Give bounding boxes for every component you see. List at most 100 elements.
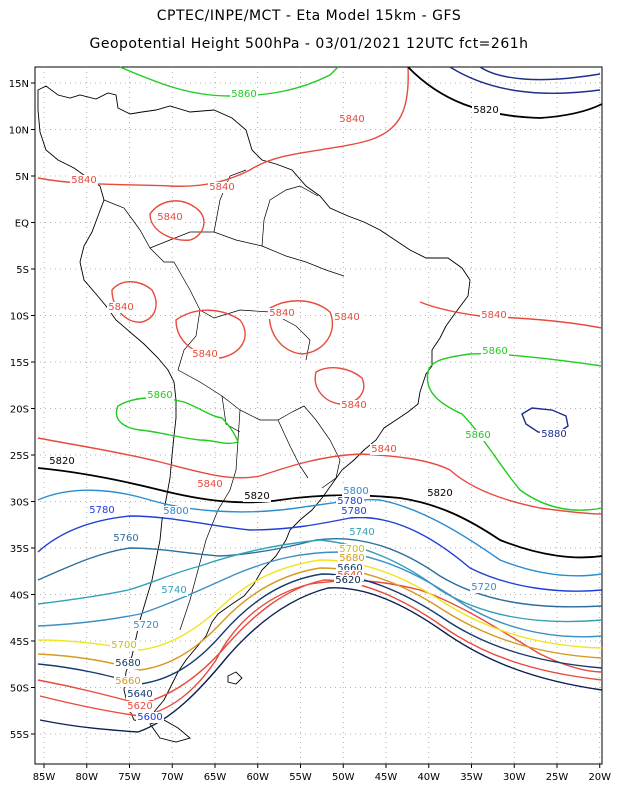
lon-tick-label: 60W xyxy=(246,772,269,783)
lon-tick-label: 85W xyxy=(33,772,56,783)
contour-label: 5820 xyxy=(49,456,74,467)
contour-label: 5840 xyxy=(481,310,506,321)
contour-label: 5620 xyxy=(335,575,360,586)
contour-label-bg xyxy=(70,175,98,186)
contour-label: 5660 xyxy=(337,563,362,574)
contour-label-bg xyxy=(338,553,366,564)
contour-label: 5840 xyxy=(157,212,182,223)
contour-label: 5640 xyxy=(127,689,152,700)
lat-tick-label: 35S xyxy=(10,544,29,555)
contour-label-bg xyxy=(370,444,398,455)
contour-line-5840 xyxy=(268,300,334,355)
lat-tick-label: 15N xyxy=(9,79,29,90)
contour-label-bg xyxy=(160,585,188,596)
axis-ticks: 85W 80W 75W 70W 65W 60W 55W 50W 45W 40W 35W 30W 25W 2… xyxy=(9,79,611,783)
contour-label: 5840 xyxy=(192,349,217,360)
contour-label: 5860 xyxy=(465,430,490,441)
contour-label: 5840 xyxy=(339,114,364,125)
lon-tick-label: 30W xyxy=(503,772,526,783)
contour-label: 5840 xyxy=(197,479,222,490)
contour-line-5840 xyxy=(149,200,205,241)
contour-label: 5840 xyxy=(71,175,96,186)
contour-line-5720 xyxy=(37,551,603,638)
contour-label: 5600 xyxy=(137,712,162,723)
contour-label: 5740 xyxy=(161,585,186,596)
border-lines xyxy=(103,169,345,631)
contour-label: 5820 xyxy=(473,105,498,116)
contour-line-5820 xyxy=(407,66,603,119)
contour-line-5880 xyxy=(521,407,569,435)
contour-line-5800 xyxy=(37,489,603,577)
lat-tick-label: 40S xyxy=(10,591,29,602)
contour-label: 5620 xyxy=(127,701,152,712)
contour-label-bg xyxy=(540,429,568,440)
contour-label-bg xyxy=(334,575,362,586)
lon-tick-label: 70W xyxy=(161,772,184,783)
contour-label-bg xyxy=(48,456,76,467)
contour-line-5820 xyxy=(37,467,603,559)
lon-tick-label: 75W xyxy=(118,772,141,783)
contour-label-bg xyxy=(340,506,368,517)
contour-label-bg xyxy=(230,89,258,100)
contour-label-bg xyxy=(126,689,154,700)
contour-label: 5740 xyxy=(349,527,374,538)
contour-label-bg xyxy=(340,400,368,411)
map-title: CPTEC/INPE/MCT - Eta Model 15km - GFS xyxy=(157,8,461,24)
lat-tick-label: 5S xyxy=(16,265,29,276)
falklands-coastline xyxy=(227,671,243,685)
lat-tick-label: EQ xyxy=(15,219,29,230)
contour-label-bg xyxy=(107,302,135,313)
contour-line-5760 xyxy=(37,537,603,608)
contour-label: 5820 xyxy=(427,488,452,499)
lat-tick-label: 45S xyxy=(10,637,29,648)
contour-line-5840 xyxy=(314,367,365,405)
lon-tick-label: 40W xyxy=(417,772,440,783)
contour-label: 5860 xyxy=(482,346,507,357)
contour-label: 5700 xyxy=(111,640,136,651)
contour-label-bg xyxy=(464,430,492,441)
lon-tick-label: 65W xyxy=(204,772,227,783)
contour-label: 5840 xyxy=(341,400,366,411)
contour-label-bg xyxy=(342,486,370,497)
contour-line-5840 xyxy=(111,281,157,323)
contour-line-5840 xyxy=(175,309,246,359)
contour-line-5740 xyxy=(37,539,603,623)
lat-tick-label: 30S xyxy=(10,498,29,509)
contour-label: 5840 xyxy=(108,302,133,313)
contour-label-bg xyxy=(146,390,174,401)
map-subtitle: Geopotential Height 500hPa - 03/01/2021 … xyxy=(89,36,528,52)
lat-tick-label: 25S xyxy=(10,451,29,462)
contour-label: 5840 xyxy=(209,182,234,193)
contour-label-bg xyxy=(336,563,364,574)
contour-label-bg xyxy=(243,491,271,502)
contour-label-bg xyxy=(88,505,116,516)
contour-label-bg xyxy=(114,658,142,669)
contour-label: 5680 xyxy=(339,553,364,564)
contour-label: 5840 xyxy=(269,308,294,319)
contour-label-bg xyxy=(472,105,500,116)
contour-label-bg xyxy=(191,349,219,360)
contour-label-bg xyxy=(338,114,366,125)
lon-tick-label: 50W xyxy=(332,772,355,783)
lat-tick-label: 50S xyxy=(10,684,29,695)
contour-line-5840 xyxy=(37,437,603,515)
lon-tick-label: 25W xyxy=(546,772,569,783)
contour-label-bg xyxy=(132,620,160,631)
contour-label: 5860 xyxy=(147,390,172,401)
contour-label-bg xyxy=(268,308,296,319)
contour-label: 5840 xyxy=(334,312,359,323)
contour-label: 5860 xyxy=(231,89,256,100)
contour-label-bg xyxy=(110,640,138,651)
lon-tick-label: 80W xyxy=(75,772,98,783)
contour-label: 5780 xyxy=(89,505,114,516)
contour-label: 5660 xyxy=(115,676,140,687)
lat-tick-label: 20S xyxy=(10,405,29,416)
contour-line-5780 xyxy=(37,515,603,592)
contour-label: 5780 xyxy=(341,506,366,517)
contour-label: 5780 xyxy=(337,496,362,507)
contour-label: 5840 xyxy=(371,444,396,455)
lat-tick-label: 10S xyxy=(10,312,29,323)
contour-label-bg xyxy=(348,527,376,538)
contour-label-bg xyxy=(196,479,224,490)
contour-label-bg xyxy=(480,310,508,321)
